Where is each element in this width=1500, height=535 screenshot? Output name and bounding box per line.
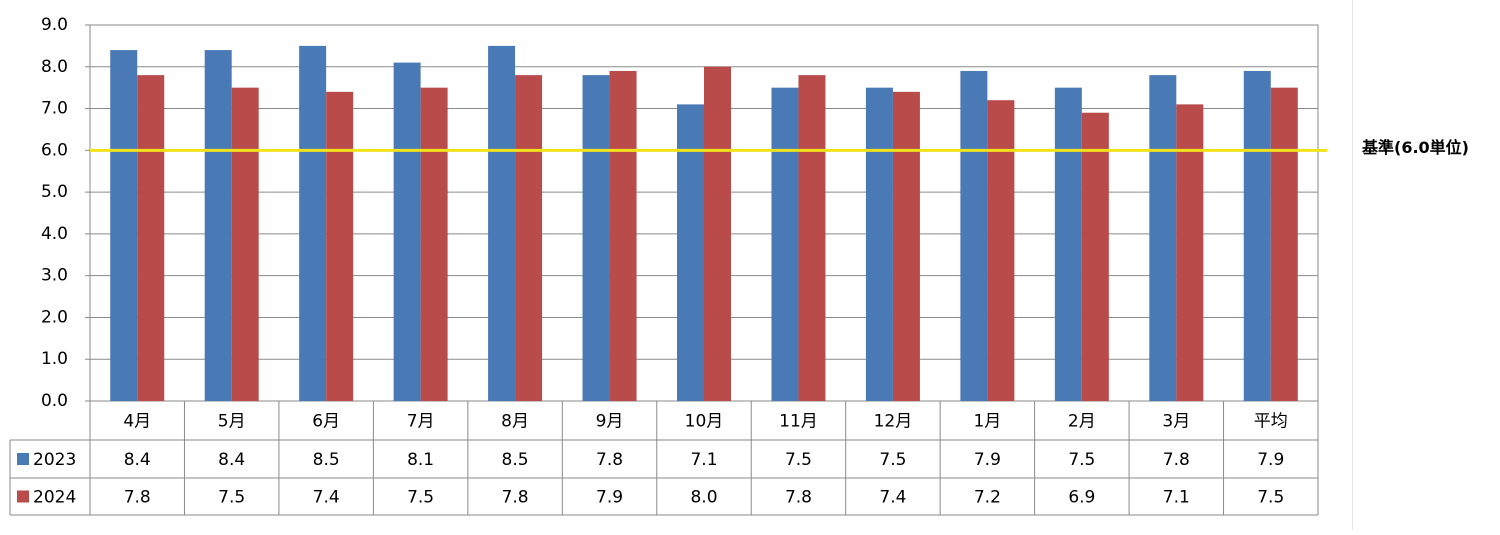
table-value: 8.4 xyxy=(124,450,151,470)
table-value: 7.5 xyxy=(218,488,245,508)
bar-2024-10 xyxy=(1081,112,1109,401)
table-value: 7.9 xyxy=(1257,450,1284,470)
table-value: 7.5 xyxy=(407,488,434,508)
category-label: 平均 xyxy=(1254,412,1288,432)
table-value: 7.9 xyxy=(596,488,623,508)
table-value: 8.1 xyxy=(407,450,434,470)
table-value: 7.8 xyxy=(502,488,529,508)
table-value: 7.4 xyxy=(313,488,340,508)
bar-2024-12 xyxy=(1270,87,1298,402)
bar-2024-11 xyxy=(1176,104,1204,401)
bar-2024-0 xyxy=(137,75,165,401)
reference-line-label: 基準(6.0単位) xyxy=(1361,138,1469,157)
y-tick-label: 9.0 xyxy=(41,15,68,35)
bar-2023-5 xyxy=(582,75,610,401)
bar-2023-3 xyxy=(393,62,421,401)
table-value: 7.8 xyxy=(1163,450,1190,470)
y-tick-label: 1.0 xyxy=(41,349,68,369)
category-label: 1月 xyxy=(973,412,1001,432)
table-value: 8.4 xyxy=(218,450,245,470)
y-tick-label: 0.0 xyxy=(41,391,68,411)
legend-swatch-2023 xyxy=(17,453,29,465)
bar-2023-7 xyxy=(771,87,799,402)
category-label: 3月 xyxy=(1162,412,1190,432)
bar-2023-8 xyxy=(865,87,893,402)
legend-swatch-2024 xyxy=(17,490,29,503)
bar-2024-2 xyxy=(326,91,354,401)
table-value: 7.5 xyxy=(785,450,812,470)
table-value: 8.5 xyxy=(502,450,529,470)
bar-2023-12 xyxy=(1243,70,1271,401)
table-value: 7.8 xyxy=(785,488,812,508)
category-label: 6月 xyxy=(312,412,340,432)
table-value: 7.1 xyxy=(1163,488,1190,508)
table-value: 7.8 xyxy=(596,450,623,470)
y-tick-label: 3.0 xyxy=(41,266,68,286)
table-value: 7.5 xyxy=(1068,450,1095,470)
y-tick-label: 7.0 xyxy=(41,99,68,119)
table-value: 7.5 xyxy=(879,450,906,470)
bar-2024-3 xyxy=(420,87,448,402)
category-label: 9月 xyxy=(596,412,624,432)
bar-2023-4 xyxy=(488,45,516,402)
legend-label-2024: 2024 xyxy=(33,488,76,508)
category-label: 10月 xyxy=(685,412,724,432)
y-tick-label: 4.0 xyxy=(41,224,68,244)
category-label: 4月 xyxy=(123,412,151,432)
legend-label-2023: 2023 xyxy=(33,450,76,470)
bar-2024-1 xyxy=(231,87,259,402)
bar-2023-11 xyxy=(1149,75,1177,401)
table-value: 8.0 xyxy=(690,488,717,508)
bar-2024-7 xyxy=(798,75,826,401)
category-label: 2月 xyxy=(1068,412,1096,432)
bar-2023-2 xyxy=(299,45,327,402)
right-divider xyxy=(1352,0,1353,530)
category-label: 5月 xyxy=(218,412,246,432)
bar-2024-4 xyxy=(515,75,543,401)
bar-2023-9 xyxy=(960,70,988,401)
bar-2023-1 xyxy=(204,50,232,402)
y-tick-label: 6.0 xyxy=(41,140,68,160)
table-value: 7.1 xyxy=(690,450,717,470)
table-value: 8.5 xyxy=(313,450,340,470)
table-value: 6.9 xyxy=(1068,488,1095,508)
table-value: 7.5 xyxy=(1257,488,1284,508)
table-value: 7.9 xyxy=(974,450,1001,470)
y-tick-label: 5.0 xyxy=(41,182,68,202)
category-label: 12月 xyxy=(874,412,913,432)
bar-2024-5 xyxy=(609,70,637,401)
bar-2024-6 xyxy=(704,66,731,402)
category-label: 11月 xyxy=(779,412,818,432)
table-value: 7.2 xyxy=(974,488,1001,508)
bar-2024-8 xyxy=(892,91,920,401)
y-tick-label: 2.0 xyxy=(41,307,68,327)
category-label: 8月 xyxy=(501,412,529,432)
bar-2024-9 xyxy=(987,100,1015,401)
table-value: 7.4 xyxy=(879,488,906,508)
category-label: 7月 xyxy=(407,412,435,432)
bar-2023-10 xyxy=(1054,87,1082,402)
y-tick-label: 8.0 xyxy=(41,57,68,77)
bar-2023-6 xyxy=(677,104,704,401)
table-value: 7.8 xyxy=(124,488,151,508)
bar-2023-0 xyxy=(110,50,138,402)
